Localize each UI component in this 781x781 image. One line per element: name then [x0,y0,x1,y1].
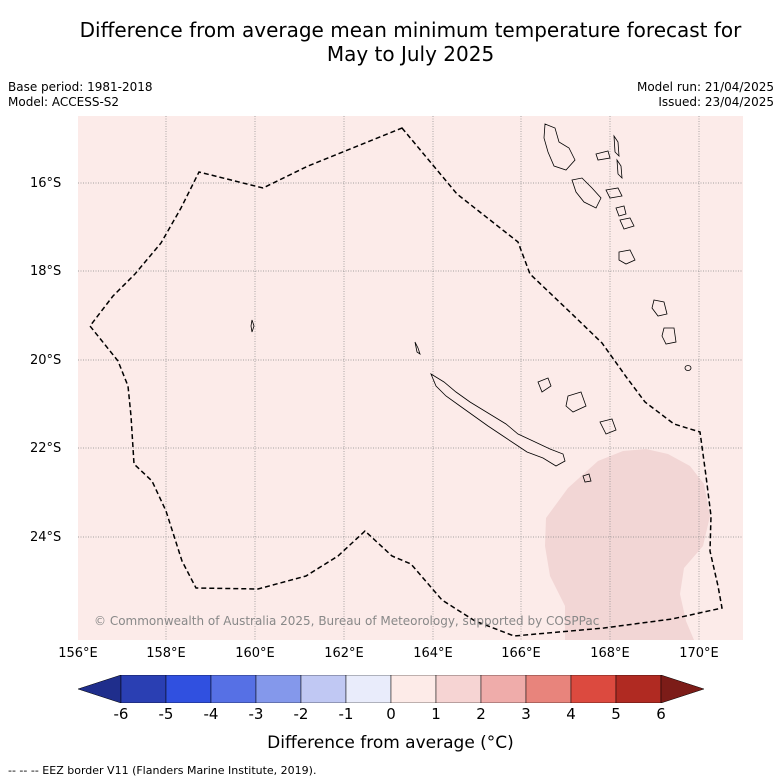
espiritu-santo [543,123,576,171]
cbar-tick-p3: 3 [521,705,531,723]
lon-label-170e: 170°E [679,646,719,661]
lon-label-164e: 164°E [413,646,453,661]
colorbar-segment-p4 [570,675,617,703]
chesterfield-reef [250,319,255,333]
model-name: Model: ACCESS-S2 [8,95,120,109]
epi-island [615,205,627,217]
lat-label-18s: 18°S [30,264,62,279]
cbar-tick-m1: -1 [338,705,354,723]
maewo-island [613,134,620,158]
colorbar-segment-p1 [435,675,482,703]
cbar-tick-p6: 6 [656,705,666,723]
map-panel: © Commonwealth of Australia 2025, Bureau… [78,116,743,640]
loyalty-ouvea [537,377,552,393]
tanna-island [651,299,668,317]
erromango-island [618,249,636,265]
lon-label-158e: 158°E [146,646,186,661]
lat-label-20s: 20°S [30,353,62,368]
colorbar-segment-m3 [255,675,302,703]
ambrym-island [605,187,623,199]
eez-border [89,127,723,637]
colorbar-segment-p2 [480,675,527,703]
base-period: Base period: 1981-2018 [8,80,153,94]
aneityum-island [661,327,677,345]
malekula-island [571,177,602,209]
colorbar-label: Difference from average (°C) [267,733,514,753]
lon-label-166e: 166°E [501,646,541,661]
lon-label-156e: 156°E [58,646,98,661]
cbar-tick-m2: -2 [293,705,309,723]
cbar-tick-p5: 5 [611,705,621,723]
lon-label-168e: 168°E [590,646,630,661]
map-title: Difference from average mean minimum tem… [0,18,781,66]
colorbar-segment-m4 [210,675,257,703]
map-canvas [78,116,743,640]
title-line-2: May to July 2025 [326,42,495,66]
model-run: Model run: 21/04/2025 [636,80,774,94]
meta-right: Model run: 21/04/2025 Issued: 23/04/2025 [637,80,774,110]
colorbar-segment-p0 [390,675,437,703]
lat-label-22s: 22°S [30,441,62,456]
lat-label-16s: 16°S [30,176,62,191]
colorbar-segment-m5 [165,675,212,703]
cbar-tick-m3: -3 [248,705,264,723]
copyright-notice: © Commonwealth of Australia 2025, Bureau… [94,614,600,628]
cbar-tick-m5: -5 [158,705,174,723]
issued-date: Issued: 23/04/2025 [658,95,774,109]
loyalty-lifou [565,391,587,413]
cbar-tick-m6: -6 [113,705,129,723]
cbar-tick-p1: 1 [431,705,441,723]
anomaly-region [545,449,710,640]
ambae-island [595,150,611,161]
colorbar-segment-p5 [615,675,662,703]
matthew-island [684,365,692,371]
colorbar-segment-low-extend [78,675,122,703]
colorbar [78,675,705,703]
efate-island [619,217,635,230]
cbar-tick-0: 0 [386,705,396,723]
colorbar-segment-high-extend [660,675,705,703]
lon-label-162e: 162°E [324,646,364,661]
lat-label-24s: 24°S [30,530,62,545]
colorbar-segment-p3 [525,675,572,703]
colorbar-segment-m1 [345,675,392,703]
lon-label-160e: 160°E [235,646,275,661]
cbar-tick-p4: 4 [566,705,576,723]
loyalty-mare [599,418,617,435]
colorbar-segment-m6 [120,675,167,703]
meta-left: Base period: 1981-2018 Model: ACCESS-S2 [8,80,153,110]
pentecost-island [616,158,623,180]
eez-footnote: -- -- -- EEZ border V11 (Flanders Marine… [8,764,317,777]
title-line-1: Difference from average mean minimum tem… [79,18,742,42]
colorbar-segment-m2 [300,675,347,703]
belep-island [414,341,421,355]
cbar-tick-p2: 2 [476,705,486,723]
gridlines [78,116,743,640]
isle-of-pines [582,473,592,483]
cbar-tick-m4: -4 [203,705,219,723]
new-caledonia [430,373,566,467]
